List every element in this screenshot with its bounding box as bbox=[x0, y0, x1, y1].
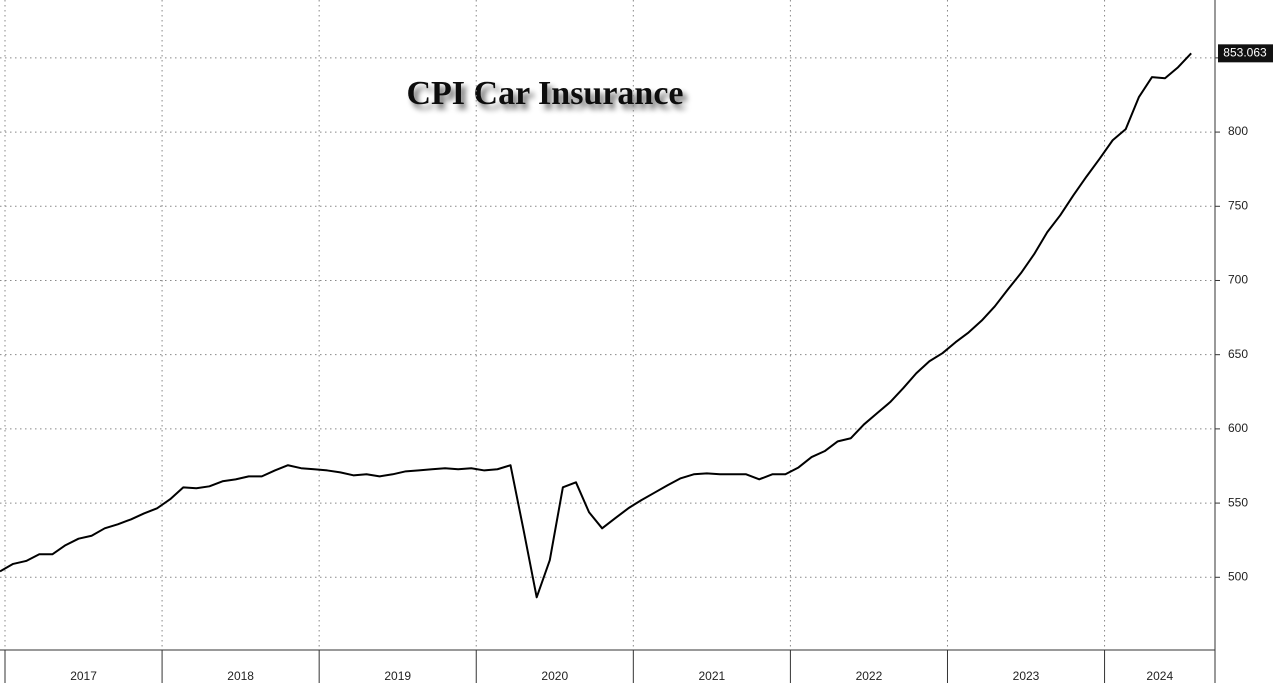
x-tick-label: 2020 bbox=[541, 669, 568, 683]
last-value-badge: 853.063 bbox=[1218, 44, 1273, 63]
x-tick-label: 2024 bbox=[1146, 669, 1173, 683]
x-tick-label: 2018 bbox=[227, 669, 254, 683]
chart-title: CPI Car Insurance bbox=[406, 75, 683, 112]
x-tick-label: 2019 bbox=[384, 669, 411, 683]
y-tick-label: 750 bbox=[1228, 198, 1248, 212]
y-tick-label: 650 bbox=[1228, 347, 1248, 361]
y-tick-label: 700 bbox=[1228, 273, 1248, 287]
last-value-box bbox=[1218, 44, 1273, 63]
x-tick-label: 2017 bbox=[70, 669, 97, 683]
y-tick-label: 800 bbox=[1228, 124, 1248, 138]
y-tick-label: 550 bbox=[1228, 495, 1248, 509]
x-tick-label: 2021 bbox=[699, 669, 726, 683]
x-tick-label: 2022 bbox=[856, 669, 883, 683]
x-tick-label: 2023 bbox=[1013, 669, 1040, 683]
last-value-label: 853.063 bbox=[1223, 46, 1267, 60]
y-tick-label: 500 bbox=[1228, 569, 1248, 583]
line-series bbox=[0, 52, 1192, 599]
y-tick-label: 600 bbox=[1228, 421, 1248, 435]
